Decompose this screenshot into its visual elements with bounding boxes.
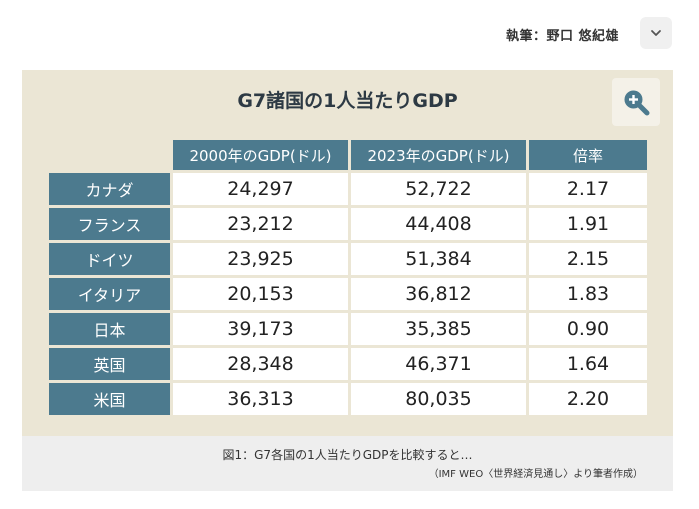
cell-gdp2000: 23,212 — [173, 208, 348, 240]
cell-ratio: 1.64 — [529, 348, 647, 380]
column-header-ratio: 倍率 — [529, 140, 647, 170]
zoom-in-icon — [624, 90, 650, 116]
cell-ratio: 1.91 — [529, 208, 647, 240]
cell-gdp2000: 23,925 — [173, 243, 348, 275]
cell-ratio: 2.17 — [529, 173, 647, 205]
cell-gdp2023: 51,384 — [351, 243, 526, 275]
row-header-country: 英国 — [49, 348, 170, 380]
gdp-table: 2000年のGDP(ドル) 2023年のGDP(ドル) 倍率 カナダ 24,29… — [46, 137, 650, 418]
table-row: ドイツ 23,925 51,384 2.15 — [49, 243, 647, 275]
table-row: イタリア 20,153 36,812 1.83 — [49, 278, 647, 310]
cell-gdp2000: 20,153 — [173, 278, 348, 310]
table-row: 米国 36,313 80,035 2.20 — [49, 383, 647, 415]
cell-ratio: 1.83 — [529, 278, 647, 310]
author-byline: 執筆：野口 悠紀雄 — [505, 29, 619, 44]
figure-source: （IMF WEO〈世界経済見通し〉より筆者作成） — [428, 469, 643, 480]
column-header-gdp2000: 2000年のGDP(ドル) — [173, 140, 348, 170]
cell-gdp2000: 39,173 — [173, 313, 348, 345]
chevron-down-icon — [651, 30, 661, 36]
zoom-button[interactable] — [612, 78, 660, 126]
row-header-country: ドイツ — [49, 243, 170, 275]
cell-gdp2023: 80,035 — [351, 383, 526, 415]
table-header-row: 2000年のGDP(ドル) 2023年のGDP(ドル) 倍率 — [49, 140, 647, 170]
table-row: カナダ 24,297 52,722 2.17 — [49, 173, 647, 205]
row-header-country: フランス — [49, 208, 170, 240]
cell-gdp2000: 36,313 — [173, 383, 348, 415]
table-row: 英国 28,348 46,371 1.64 — [49, 348, 647, 380]
row-header-country: 日本 — [49, 313, 170, 345]
cell-ratio: 2.20 — [529, 383, 647, 415]
cell-ratio: 0.90 — [529, 313, 647, 345]
cell-gdp2023: 35,385 — [351, 313, 526, 345]
table-corner — [49, 140, 170, 170]
column-header-gdp2023: 2023年のGDP(ドル) — [351, 140, 526, 170]
table-row: 日本 39,173 35,385 0.90 — [49, 313, 647, 345]
cell-gdp2023: 52,722 — [351, 173, 526, 205]
cell-gdp2023: 44,408 — [351, 208, 526, 240]
cell-ratio: 2.15 — [529, 243, 647, 275]
row-header-country: イタリア — [49, 278, 170, 310]
row-header-country: 米国 — [49, 383, 170, 415]
figure-panel: G7諸国の1人当たりGDP 2000年のGDP(ドル) 2023年のGDP(ドル… — [22, 70, 673, 436]
author-row: 執筆：野口 悠紀雄 — [0, 0, 699, 66]
row-header-country: カナダ — [49, 173, 170, 205]
figure-title: G7諸国の1人当たりGDP — [237, 90, 458, 112]
cell-gdp2023: 46,371 — [351, 348, 526, 380]
caption-area: 図1：G7各国の1人当たりGDPを比較すると… （IMF WEO〈世界経済見通し… — [22, 436, 673, 491]
figure-caption: 図1：G7各国の1人当たりGDPを比較すると… — [222, 448, 473, 462]
table-row: フランス 23,212 44,408 1.91 — [49, 208, 647, 240]
cell-gdp2023: 36,812 — [351, 278, 526, 310]
cell-gdp2000: 24,297 — [173, 173, 348, 205]
expand-button[interactable] — [640, 17, 672, 49]
cell-gdp2000: 28,348 — [173, 348, 348, 380]
